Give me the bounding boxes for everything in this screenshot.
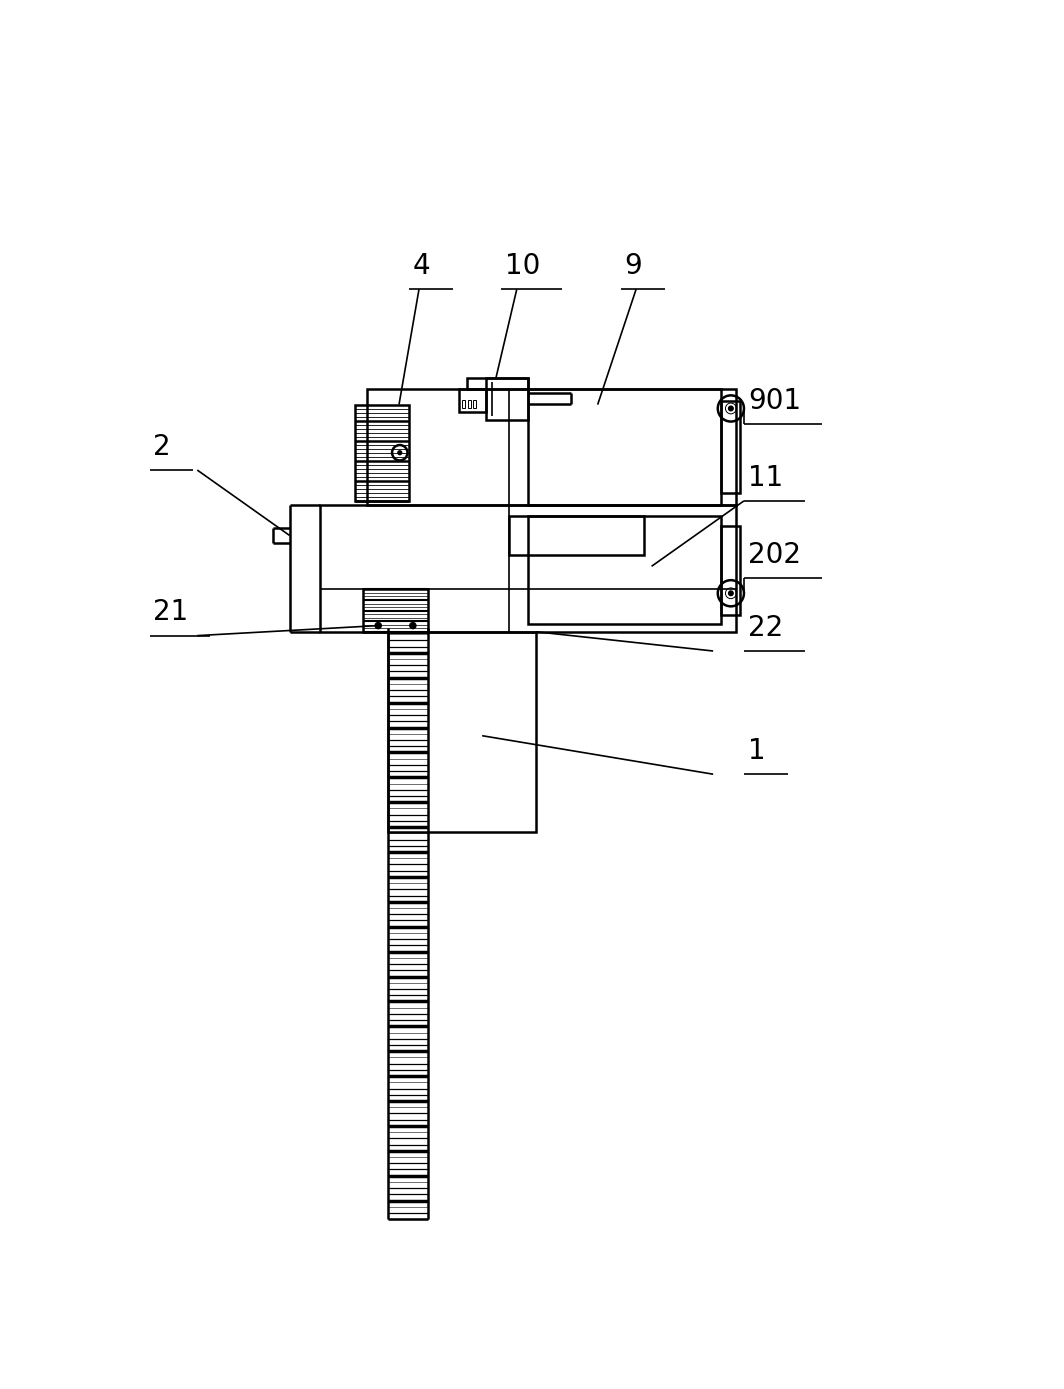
Text: 2: 2 [153, 433, 171, 461]
Bar [486, 378, 529, 419]
Circle shape [410, 622, 416, 629]
Bar [355, 404, 409, 501]
Text: 11: 11 [748, 464, 783, 492]
Bar [720, 525, 741, 615]
Bar [509, 517, 644, 554]
Circle shape [376, 622, 381, 629]
Text: 901: 901 [748, 386, 801, 415]
Bar [467, 400, 470, 408]
Circle shape [398, 451, 402, 454]
Bar [388, 632, 536, 832]
Bar [529, 517, 721, 624]
Bar [363, 589, 428, 632]
Circle shape [729, 590, 733, 596]
Bar [467, 378, 529, 389]
Text: 9: 9 [625, 251, 643, 279]
Bar [472, 400, 476, 408]
Text: 4: 4 [413, 251, 431, 279]
Circle shape [729, 406, 733, 411]
Text: 202: 202 [748, 540, 801, 568]
Text: 22: 22 [748, 614, 783, 642]
Bar [320, 504, 736, 632]
Bar [462, 400, 465, 408]
Bar [529, 389, 721, 504]
Text: 10: 10 [505, 251, 541, 279]
Text: 1: 1 [748, 738, 765, 765]
Bar [367, 389, 736, 504]
Bar [459, 389, 486, 413]
Text: 21: 21 [153, 599, 188, 626]
Bar [720, 401, 741, 493]
